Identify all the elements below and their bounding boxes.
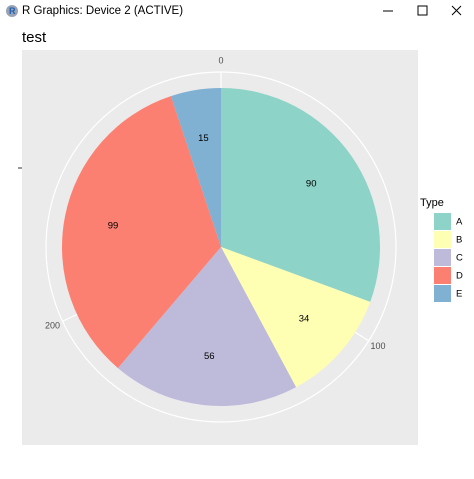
close-button[interactable]: [451, 5, 462, 16]
app-icon: [6, 5, 18, 17]
theta-tick-label: 0: [218, 55, 223, 65]
pie-slice: [170, 88, 221, 247]
legend-label: D: [456, 271, 463, 282]
slice-label: 15: [198, 133, 209, 144]
pie-slice: [117, 247, 297, 406]
theta-tick-label: 200: [45, 320, 60, 330]
slice-label: 90: [306, 179, 317, 190]
legend-label: C: [456, 253, 463, 264]
legend-key: [434, 267, 451, 284]
legend-key: [434, 285, 451, 302]
pie-slice: [61, 96, 221, 369]
theta-tick-label: 100: [370, 341, 385, 351]
maximize-button[interactable]: [417, 5, 428, 16]
legend-key: [434, 249, 451, 266]
slice-label: 34: [299, 314, 310, 325]
app-icon-letter: R: [9, 6, 16, 16]
slice-label: 56: [204, 351, 215, 362]
slice-label: 99: [108, 220, 119, 231]
legend-key: [434, 213, 451, 230]
pie-slice: [221, 247, 371, 388]
pie-slice: [221, 88, 381, 302]
chart-title: test: [22, 29, 47, 46]
window-title: R Graphics: Device 2 (ACTIVE): [22, 5, 183, 17]
legend-label: A: [456, 217, 463, 228]
legend-label: E: [456, 289, 462, 300]
legend-title: Type: [420, 197, 444, 209]
legend-label: B: [456, 235, 462, 246]
legend-key: [434, 231, 451, 248]
